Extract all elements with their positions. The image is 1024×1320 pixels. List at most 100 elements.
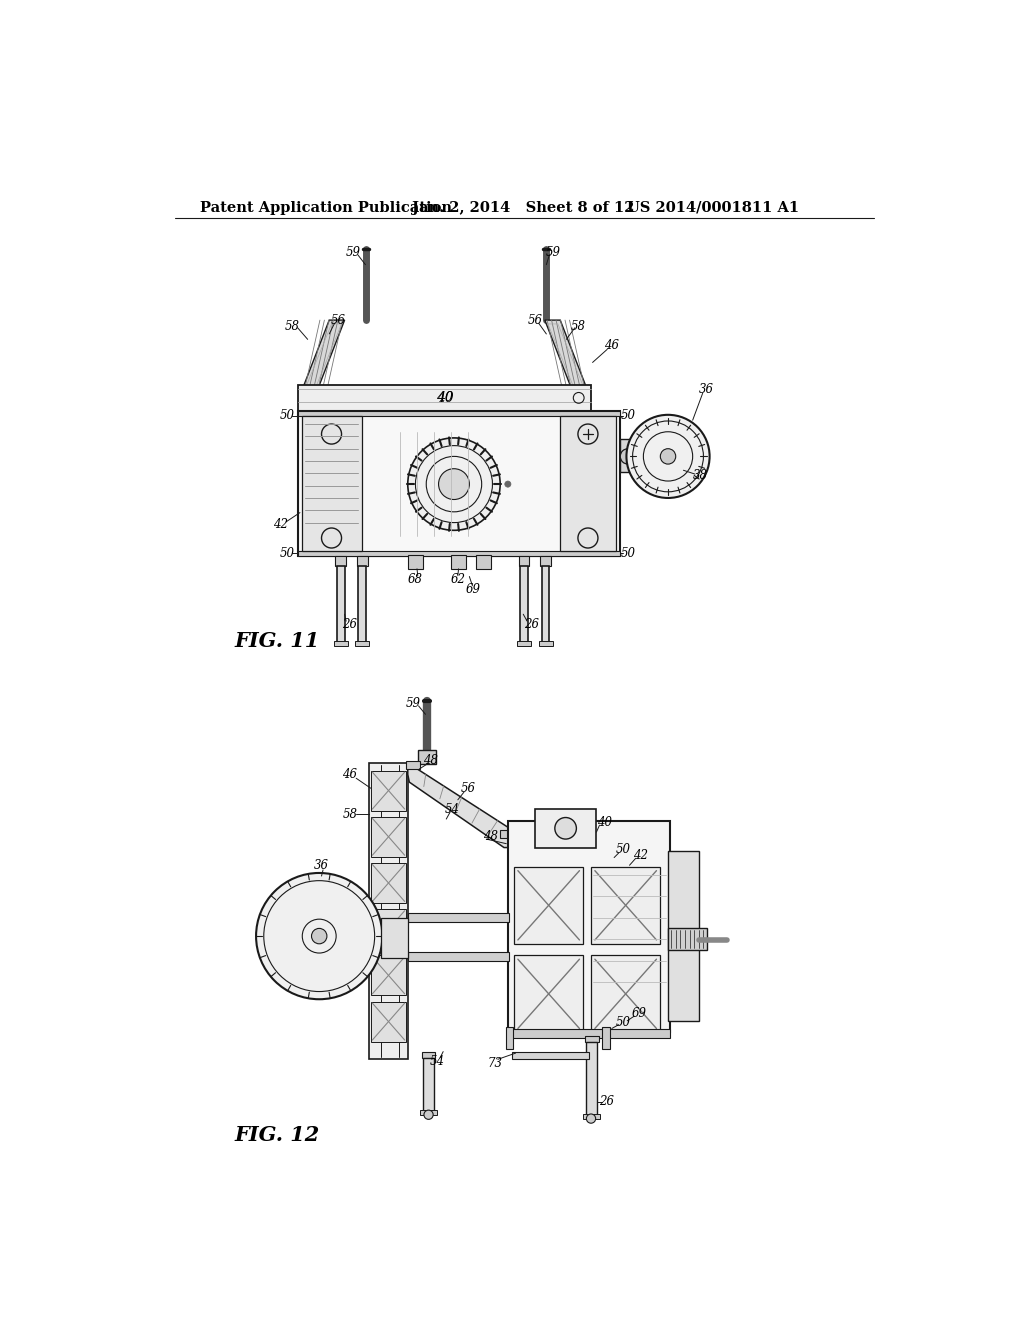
Circle shape [660, 449, 676, 465]
Text: 48: 48 [482, 829, 498, 842]
Bar [298, 385, 591, 411]
Circle shape [555, 817, 577, 840]
Text: 50: 50 [280, 409, 294, 422]
Text: 58: 58 [285, 319, 300, 333]
Bar [620, 440, 637, 471]
Text: 36: 36 [314, 859, 329, 871]
Text: 42: 42 [273, 517, 288, 531]
Text: 40: 40 [436, 391, 453, 404]
Circle shape [424, 1110, 433, 1119]
Text: 69: 69 [466, 583, 480, 597]
Bar [668, 851, 698, 1020]
Bar [591, 867, 660, 944]
Bar [584, 1114, 600, 1119]
Bar [541, 557, 551, 566]
Text: 58: 58 [342, 808, 357, 821]
Circle shape [621, 449, 636, 465]
Bar [371, 817, 407, 857]
Polygon shape [408, 763, 515, 847]
Text: 59: 59 [345, 246, 360, 259]
Bar [518, 557, 529, 566]
Text: 50: 50 [280, 546, 294, 560]
Bar [506, 1027, 513, 1048]
Bar [407, 762, 420, 770]
Text: Patent Application Publication: Patent Application Publication [200, 201, 452, 215]
Bar [514, 867, 584, 944]
Bar [355, 642, 370, 645]
Bar [301, 416, 361, 552]
Text: 62: 62 [451, 573, 465, 586]
Text: 69: 69 [631, 1007, 646, 1019]
Bar [542, 566, 550, 643]
Polygon shape [370, 763, 408, 1059]
Text: FIG. 11: FIG. 11 [234, 631, 319, 651]
Bar [418, 750, 436, 763]
Bar [508, 821, 670, 1032]
Bar [535, 809, 596, 847]
Bar [408, 554, 423, 569]
Text: 40: 40 [436, 391, 454, 405]
Bar [298, 411, 620, 416]
Bar [423, 1057, 434, 1111]
Bar [512, 1052, 589, 1059]
Text: 50: 50 [615, 1016, 631, 1028]
Text: 48: 48 [423, 754, 438, 767]
Bar [298, 411, 620, 557]
Text: 50: 50 [621, 409, 636, 422]
Bar [500, 830, 515, 838]
Bar [336, 557, 346, 566]
Bar [358, 566, 367, 643]
Text: 26: 26 [599, 1096, 614, 1109]
Text: 56: 56 [331, 314, 346, 326]
Circle shape [311, 928, 327, 944]
Text: 38: 38 [693, 469, 708, 482]
Text: 56: 56 [527, 314, 543, 326]
Bar [539, 642, 553, 645]
Bar [408, 913, 509, 923]
Text: 50: 50 [621, 546, 636, 560]
Bar [371, 863, 407, 903]
Polygon shape [302, 321, 345, 389]
Text: 54: 54 [444, 803, 460, 816]
Bar [668, 928, 707, 950]
Bar [475, 554, 490, 569]
Bar [408, 952, 509, 961]
Text: US 2014/0001811 A1: US 2014/0001811 A1 [628, 201, 800, 215]
Bar [517, 642, 531, 645]
Bar [451, 554, 466, 569]
Bar [422, 1052, 435, 1057]
Bar [587, 1043, 597, 1115]
Text: 59: 59 [406, 697, 421, 710]
Circle shape [256, 873, 382, 999]
Text: Jan. 2, 2014   Sheet 8 of 12: Jan. 2, 2014 Sheet 8 of 12 [412, 201, 634, 215]
Bar [371, 771, 407, 810]
Bar [560, 416, 615, 552]
Text: 59: 59 [546, 246, 561, 259]
Bar [298, 552, 620, 557]
Bar [357, 557, 368, 566]
Text: 36: 36 [699, 383, 714, 396]
Text: 54: 54 [429, 1055, 444, 1068]
Text: 56: 56 [461, 781, 475, 795]
Bar [334, 642, 348, 645]
Polygon shape [545, 321, 587, 389]
Bar [371, 956, 407, 995]
Bar [371, 909, 407, 949]
Text: 68: 68 [408, 573, 423, 586]
Bar [514, 956, 584, 1032]
Text: 26: 26 [342, 618, 357, 631]
Text: 42: 42 [633, 849, 648, 862]
Text: FIG. 12: FIG. 12 [234, 1125, 319, 1144]
Bar [371, 1002, 407, 1041]
Bar [508, 1028, 670, 1038]
Bar [585, 1036, 599, 1043]
Circle shape [587, 1114, 596, 1123]
Bar [337, 566, 345, 643]
Text: 58: 58 [571, 319, 586, 333]
Bar [381, 917, 408, 958]
Text: 73: 73 [487, 1056, 502, 1069]
Bar [591, 956, 660, 1032]
Bar [420, 1110, 437, 1114]
Text: 46: 46 [604, 339, 620, 352]
Bar [602, 1027, 609, 1048]
